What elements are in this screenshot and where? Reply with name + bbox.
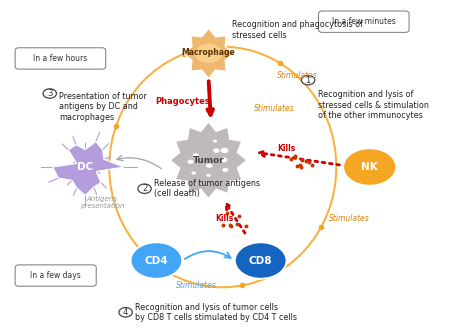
Circle shape: [191, 171, 196, 175]
Text: Release of tumor antigens
(cell death): Release of tumor antigens (cell death): [154, 179, 260, 198]
Text: 3: 3: [47, 89, 53, 98]
Text: In a few days: In a few days: [30, 271, 81, 280]
Circle shape: [119, 308, 132, 317]
Text: Antigens
presentation: Antigens presentation: [80, 195, 124, 209]
Circle shape: [131, 242, 182, 279]
Circle shape: [213, 140, 217, 143]
Circle shape: [206, 174, 210, 177]
Polygon shape: [53, 142, 124, 195]
Text: Phagocytes: Phagocytes: [155, 98, 210, 106]
Text: Recognition and phagocytosis of
stressed cells: Recognition and phagocytosis of stressed…: [232, 20, 363, 40]
Circle shape: [220, 157, 228, 162]
Circle shape: [43, 89, 56, 98]
Circle shape: [188, 160, 194, 164]
Circle shape: [343, 148, 396, 186]
Text: CD4: CD4: [145, 256, 168, 266]
Circle shape: [138, 184, 151, 193]
Polygon shape: [183, 28, 234, 78]
Text: Macrophage: Macrophage: [182, 48, 236, 57]
Text: 1: 1: [305, 76, 311, 85]
FancyBboxPatch shape: [15, 48, 106, 69]
Circle shape: [195, 44, 222, 63]
Polygon shape: [170, 122, 247, 199]
FancyBboxPatch shape: [319, 11, 409, 32]
Text: DC: DC: [77, 162, 93, 172]
Circle shape: [222, 168, 228, 172]
Text: Stimulates: Stimulates: [277, 71, 318, 79]
Text: CD8: CD8: [249, 256, 273, 266]
Text: Kills: Kills: [216, 214, 234, 223]
Circle shape: [220, 148, 228, 153]
Text: Recognition and lysis of tumor cells
by CD8 T cells stimulated by CD4 T cells: Recognition and lysis of tumor cells by …: [135, 303, 297, 322]
Circle shape: [213, 148, 219, 153]
Text: Stimulates: Stimulates: [176, 281, 217, 290]
Circle shape: [301, 75, 315, 85]
Circle shape: [235, 242, 286, 279]
Text: 4: 4: [123, 308, 128, 317]
Text: Stimulates: Stimulates: [329, 214, 370, 223]
Text: Kills: Kills: [277, 144, 296, 153]
Text: Presentation of tumor
antigens by DC and
macrophages: Presentation of tumor antigens by DC and…: [59, 92, 147, 122]
FancyBboxPatch shape: [15, 265, 96, 286]
Text: NK: NK: [361, 162, 378, 172]
Text: In a few minutes: In a few minutes: [332, 17, 396, 26]
Text: In a few hours: In a few hours: [33, 54, 88, 63]
Text: Recognition and lysis of
stressed cells & stimulation
of the other immunocytes: Recognition and lysis of stressed cells …: [318, 90, 428, 120]
Circle shape: [206, 163, 212, 168]
Text: Stimulates: Stimulates: [254, 104, 294, 113]
Text: Tumor: Tumor: [193, 156, 224, 165]
Circle shape: [192, 153, 199, 158]
Text: 2: 2: [142, 184, 147, 193]
